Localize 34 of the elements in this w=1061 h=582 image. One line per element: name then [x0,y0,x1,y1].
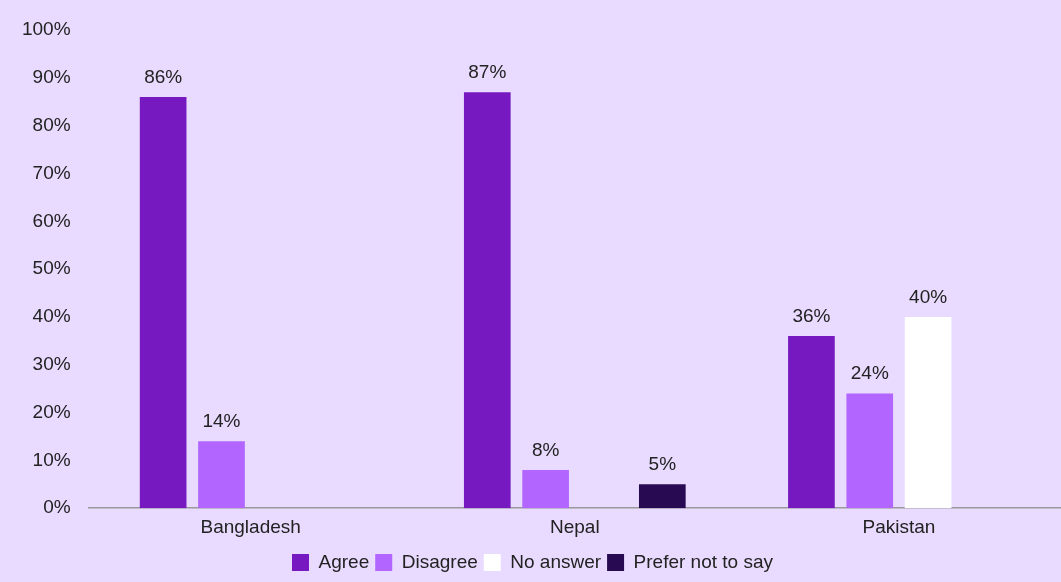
x-tick-label: Bangladesh [200,515,301,537]
bar [198,441,245,509]
bar [463,92,511,509]
x-tick-label: Nepal [549,515,600,537]
y-tick-label: 60% [32,209,71,231]
legend-label: Agree [318,550,370,572]
legend-label: No answer [510,550,602,572]
bar [638,484,686,509]
data-label: 24% [850,362,889,384]
data-label: 5% [648,453,677,475]
data-label: 14% [202,409,241,431]
bar [139,96,187,509]
y-tick-label: 70% [32,161,71,183]
data-label: 40% [909,285,948,307]
y-tick-label: 0% [43,496,71,518]
data-label: 36% [792,304,831,326]
data-label: 86% [144,65,183,87]
y-tick-label: 90% [32,66,71,88]
bar [788,336,835,509]
y-tick-label: 10% [32,448,71,470]
y-tick-label: 100% [21,18,71,40]
data-label: 8% [531,438,560,460]
y-tick-label: 50% [32,257,71,279]
legend-label: Prefer not to say [633,550,774,572]
bar [846,393,894,509]
x-tick-label: Pakistan [862,515,936,537]
legend-label: Disagree [401,550,478,572]
y-tick-label: 80% [32,113,71,135]
bar [522,469,569,509]
bar [904,316,952,509]
y-tick-label: 40% [32,305,71,327]
y-tick-label: 20% [32,400,71,422]
y-tick-label: 30% [32,352,71,374]
data-label: 87% [468,60,507,82]
